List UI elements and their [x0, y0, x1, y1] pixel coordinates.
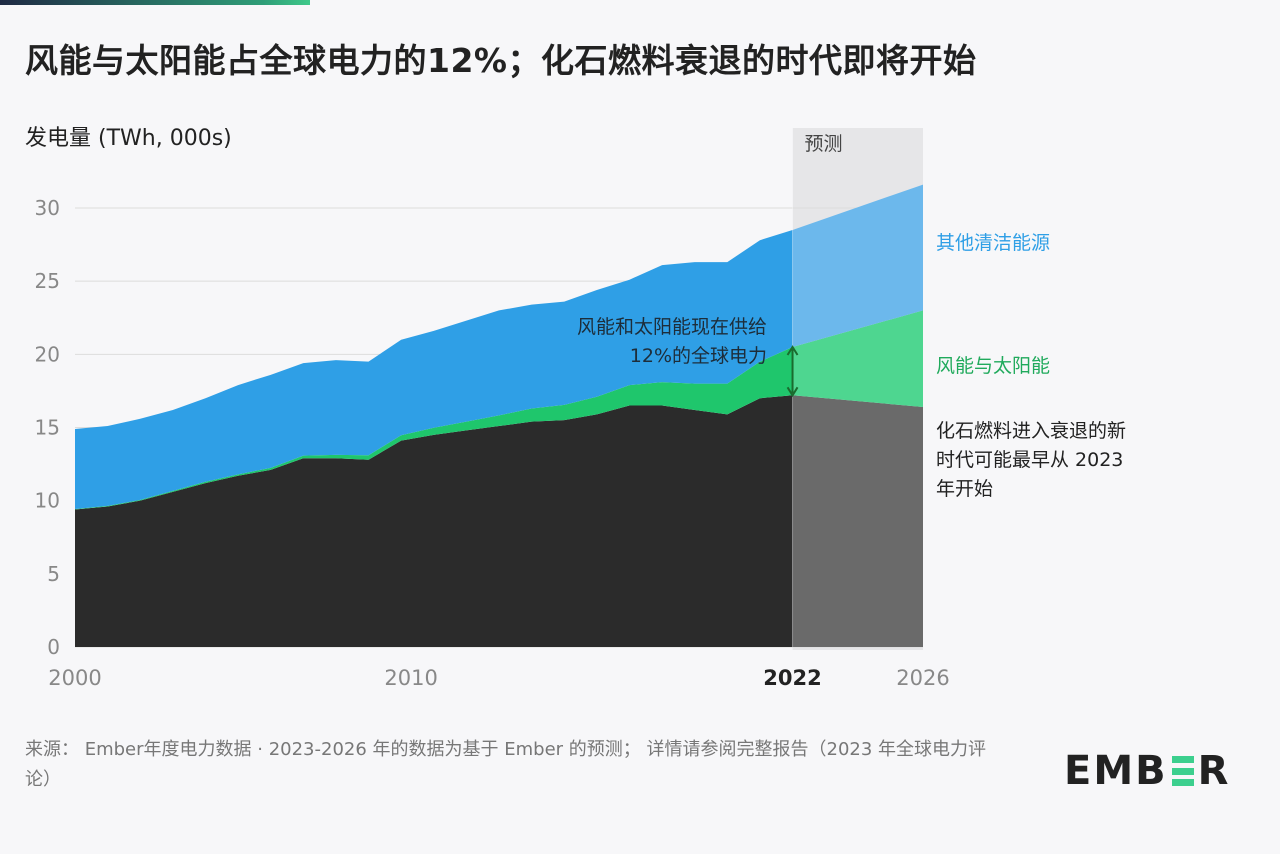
- annotation-text: 风能和太阳能现在供给: [577, 316, 767, 338]
- source-note: 来源： Ember年度电力数据 · 2023-2026 年的数据为基于 Embe…: [25, 739, 987, 790]
- y-tick-label: 5: [47, 562, 60, 586]
- chart-title: 风能与太阳能占全球电力的12%；化石燃料衰退的时代即将开始: [25, 41, 977, 80]
- x-tick-label: 2026: [896, 666, 949, 690]
- y-tick-label: 15: [35, 416, 60, 440]
- area-other_clean-forecast: [792, 184, 923, 348]
- area-fossil-forecast: [792, 395, 923, 647]
- y-axis-label: 发电量 (TWh, 000s): [25, 126, 232, 151]
- y-tick-label: 0: [47, 635, 60, 659]
- annotation-text: 12%的全球电力: [630, 345, 767, 367]
- arrow-head-down: [786, 386, 799, 398]
- legend-fossil-line: 时代可能最早从 2023: [936, 449, 1124, 471]
- y-tick-label: 20: [35, 342, 60, 366]
- forecast-label: 预测: [805, 133, 843, 155]
- area-other_clean: [75, 229, 793, 510]
- logo-e-bars: [1171, 756, 1194, 786]
- x-tick-label: 2000: [48, 666, 101, 690]
- arrow-head-up: [786, 345, 799, 356]
- ember-logo: EMB R: [1064, 748, 1231, 794]
- legend-fossil: 化石燃料进入衰退的新 时代可能最早从 2023 年开始: [936, 417, 1126, 504]
- area-fossil: [75, 395, 793, 647]
- x-tick-label: 2022: [763, 666, 821, 690]
- y-tick-label: 30: [35, 196, 60, 220]
- y-tick-label: 25: [35, 269, 60, 293]
- legend-wind-solar: 风能与太阳能: [936, 355, 1051, 377]
- area-wind_solar: [75, 347, 793, 510]
- legend-fossil-line: 化石燃料进入衰退的新: [936, 420, 1127, 442]
- legend-fossil-line: 年开始: [936, 478, 994, 500]
- area-wind_solar-forecast: [792, 310, 923, 408]
- accent-bar: [0, 0, 310, 5]
- y-tick-label: 10: [35, 489, 60, 513]
- x-tick-label: 2010: [384, 666, 437, 690]
- legend-other-clean: 其他清洁能源: [936, 232, 1051, 254]
